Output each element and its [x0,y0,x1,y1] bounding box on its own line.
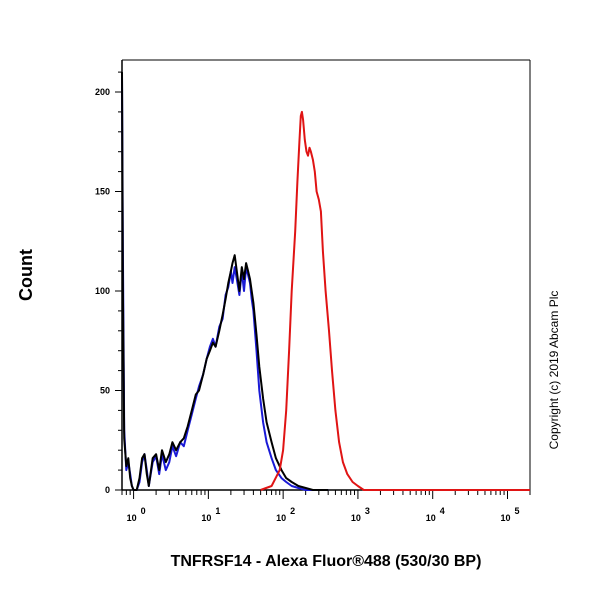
x-axis-title: TNFRSF14 - Alexa Fluor®488 (530/30 BP) [171,553,482,570]
histogram-series [121,72,530,491]
x-tick-label: 10 [500,513,510,523]
y-axis-title: Count [16,249,36,301]
y-tick-label: 150 [95,187,110,197]
x-tick-exponent: 2 [290,506,295,516]
x-tick-label: 10 [351,513,361,523]
x-tick-label: 10 [127,513,137,523]
y-ticks: 0 50 100 150 200 [95,71,122,495]
x-ticks: 10 0 10 1 10 2 10 3 10 4 10 5 [121,490,531,523]
y-tick-label: 0 [105,485,110,495]
x-tick-exponent: 1 [215,506,220,516]
histogram-line-3 [260,110,530,491]
x-tick-label: 10 [201,513,211,523]
copyright-notice: Copyright (c) 2019 Abcam Plc [547,291,561,450]
x-tick-label: 10 [276,513,286,523]
y-tick-label: 100 [95,286,110,296]
histogram-line-1 [121,76,329,491]
y-tick-label: 50 [100,386,110,396]
axes [121,59,531,491]
x-tick-exponent: 0 [141,506,146,516]
x-tick-exponent: 4 [440,506,445,516]
x-tick-exponent: 3 [365,506,370,516]
y-tick-label: 200 [95,87,110,97]
histogram-line-2 [121,72,329,491]
x-tick-label: 10 [426,513,436,523]
x-tick-exponent: 5 [514,506,519,516]
